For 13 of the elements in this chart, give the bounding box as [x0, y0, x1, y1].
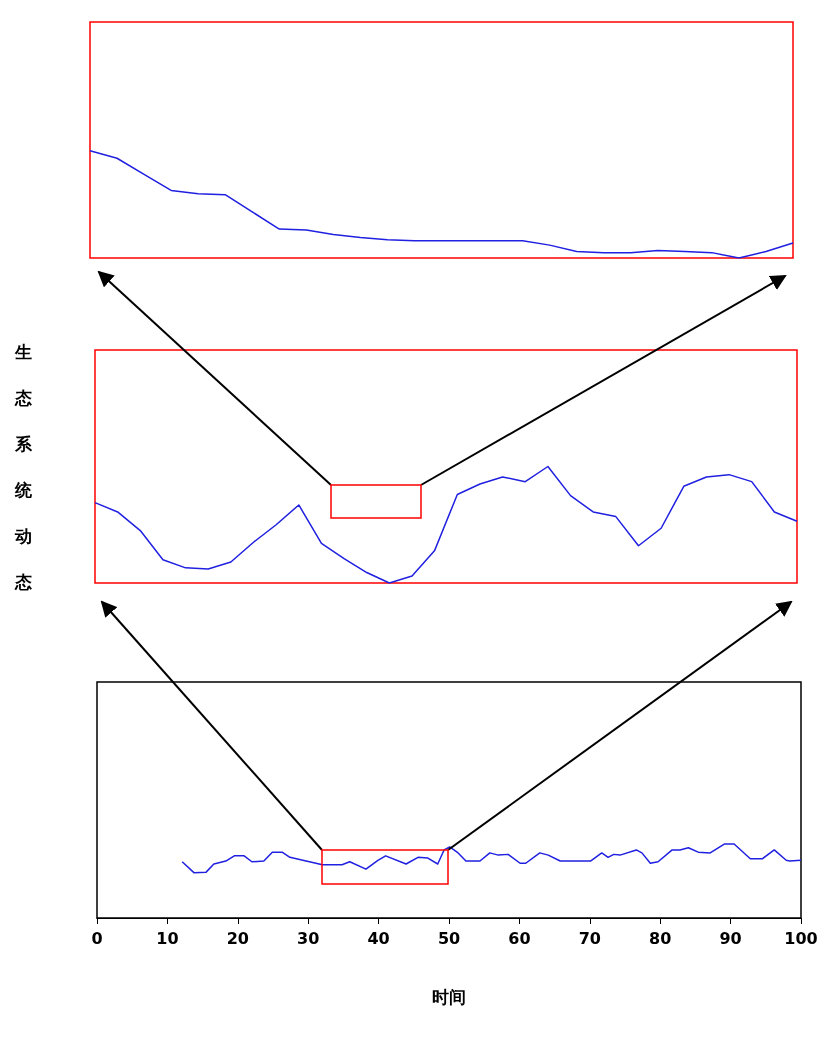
x-axis-title: 时间 — [432, 986, 466, 1007]
x-tick-label: 10 — [156, 928, 179, 948]
x-tick-label: 60 — [508, 928, 531, 948]
x-tick-label: 80 — [649, 928, 672, 948]
x-tick-label: 90 — [719, 928, 742, 948]
x-tick-label: 100 — [784, 928, 818, 948]
x-tick-label: 0 — [91, 928, 103, 948]
x-tick-label: 40 — [367, 928, 390, 948]
x-tick-label: 50 — [437, 928, 461, 948]
x-tick-label: 30 — [297, 928, 320, 948]
text: 生态系统动态 — [15, 341, 32, 592]
x-tick-label: 70 — [578, 928, 601, 948]
x-tick-label: 20 — [226, 928, 249, 948]
